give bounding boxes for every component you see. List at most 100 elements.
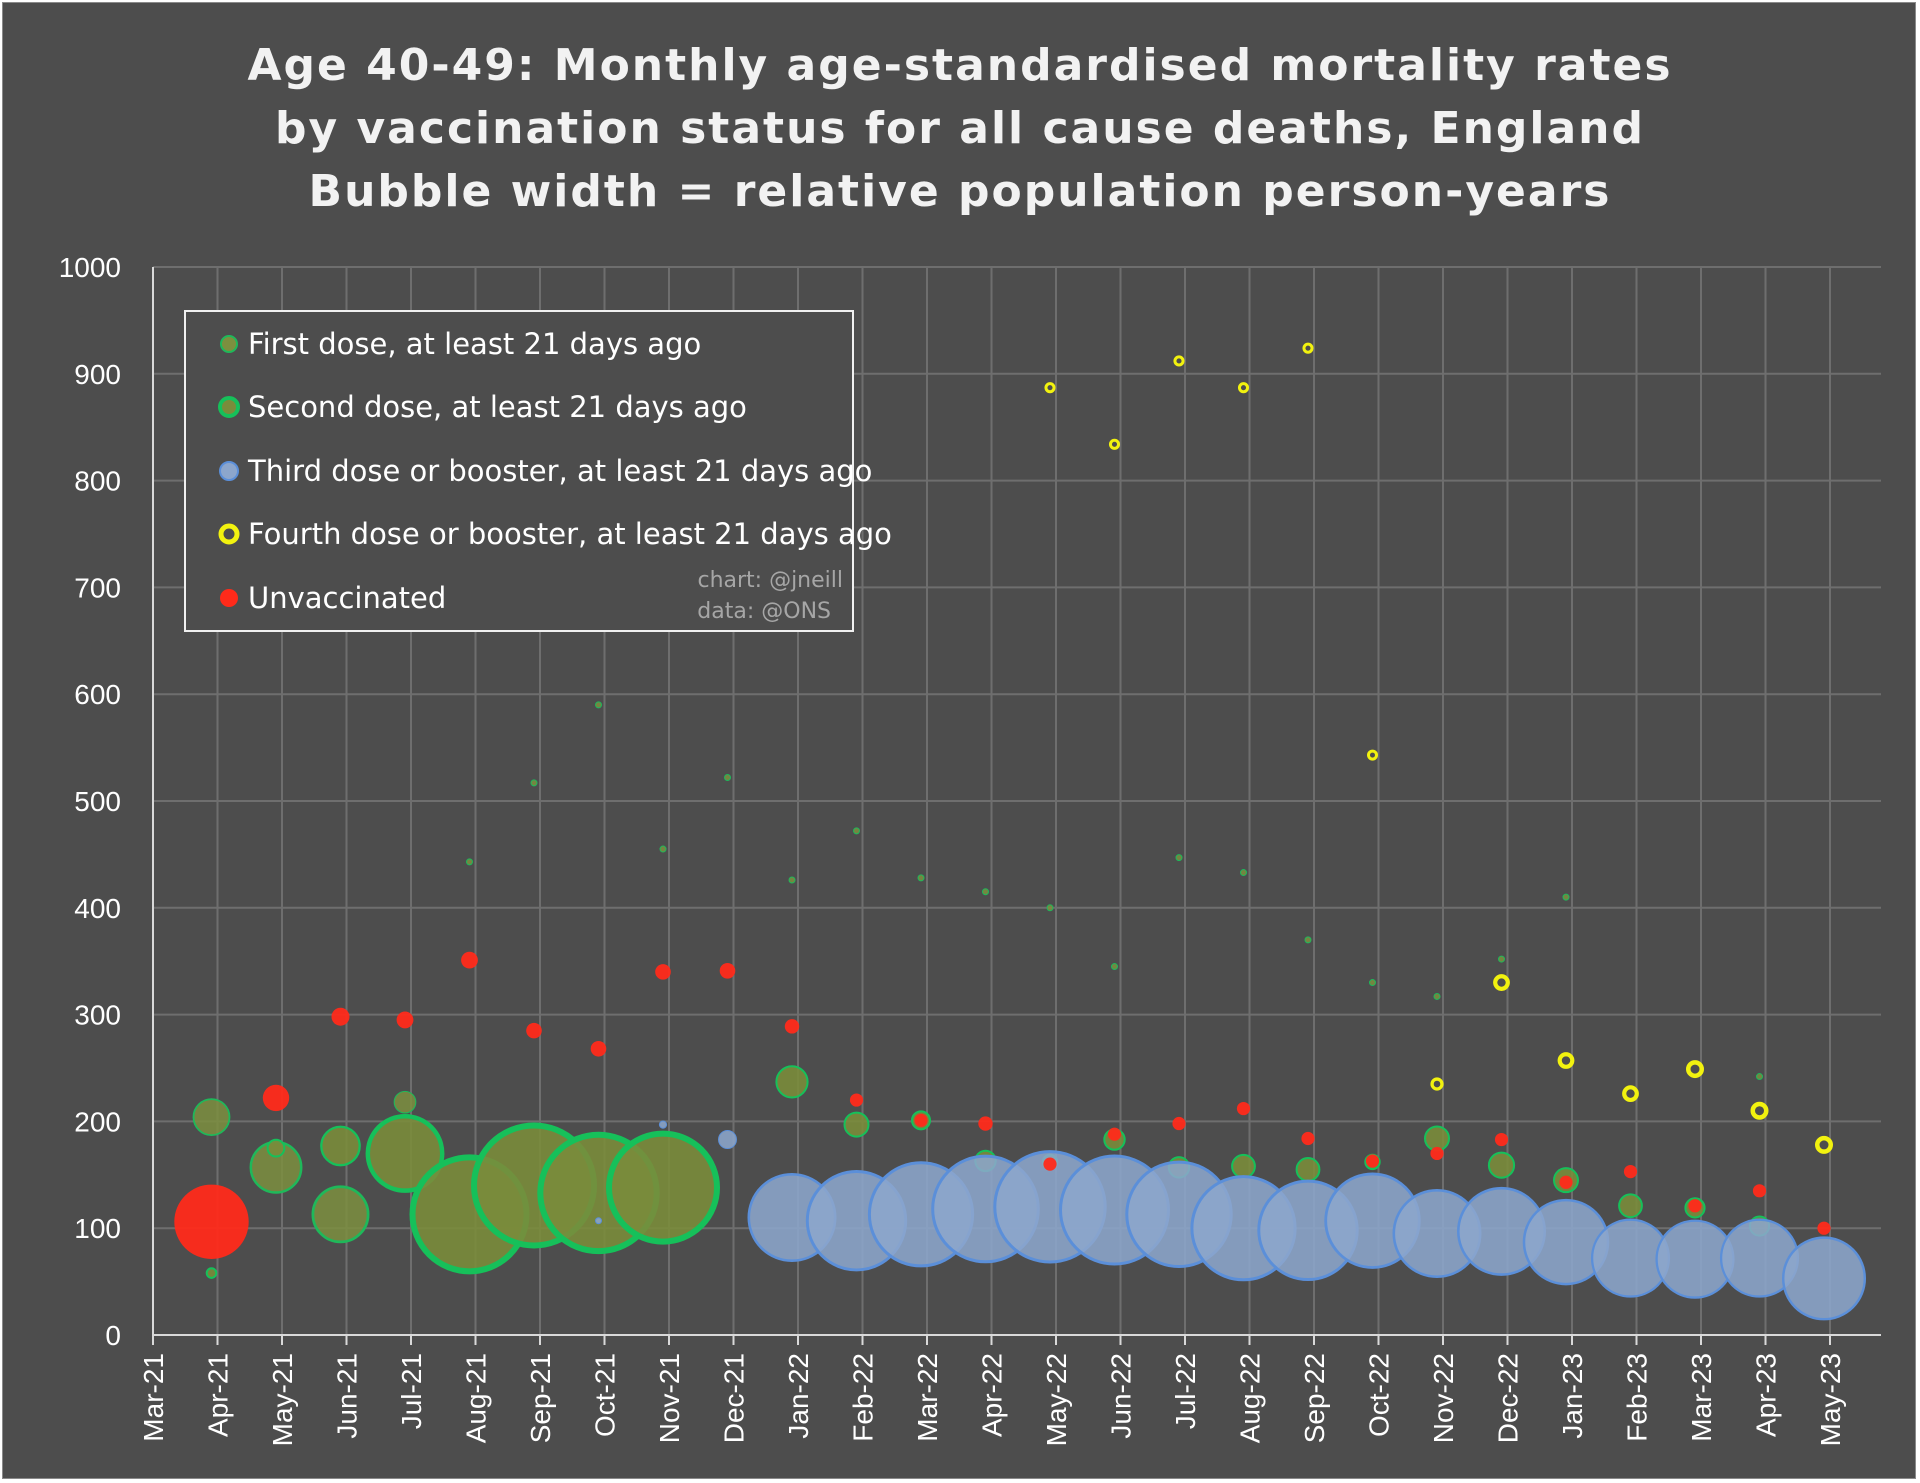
x-tick-label: Jan-23: [1557, 1353, 1588, 1439]
y-tick-label: 300: [74, 1000, 121, 1031]
legend-label-third: Third dose or booster, at least 21 days …: [247, 454, 872, 488]
y-tick-label: 1000: [59, 252, 121, 283]
x-tick-label: Mar-22: [912, 1353, 943, 1442]
x-tick-label: Nov-21: [654, 1353, 685, 1443]
x-tick-label: Sep-22: [1299, 1353, 1330, 1443]
y-tick-label: 500: [74, 786, 121, 817]
x-tick-label: Aug-22: [1235, 1353, 1266, 1443]
bubble-unvax: [461, 951, 478, 969]
legend-item-first: First dose, at least 21 days ago: [220, 327, 701, 361]
bubble-second: [775, 1065, 809, 1099]
bubble-third: [658, 1120, 668, 1129]
bubble-unvax: [174, 1184, 249, 1259]
x-tick-label: Apr-23: [1751, 1353, 1782, 1437]
x-tick-label: Apr-22: [977, 1353, 1008, 1437]
x-tick-label: Nov-22: [1428, 1353, 1459, 1443]
x-tick-label: Jan-22: [783, 1353, 814, 1439]
bubble-second: [1231, 1153, 1256, 1179]
legend-item-third: Third dose or booster, at least 21 days …: [219, 454, 872, 488]
legend-item-fourth: Fourth dose or booster, at least 21 days…: [218, 517, 892, 551]
bubble-fourth: [1367, 749, 1378, 761]
bubble-unvax: [978, 1116, 993, 1131]
y-tick-label: 100: [74, 1213, 121, 1244]
legend-label-first: First dose, at least 21 days ago: [248, 327, 701, 361]
bubble-unvax: [526, 1022, 542, 1039]
y-tick-label: 900: [74, 359, 121, 390]
legend-marker-fourth: [218, 523, 240, 545]
credit-chart: chart: @jneill: [697, 568, 843, 593]
bubble-first: [917, 874, 925, 882]
x-tick-label: Oct-21: [590, 1353, 621, 1437]
bubble-second: [606, 1130, 720, 1245]
bubble-first: [1304, 936, 1312, 944]
bubble-unvax: [1301, 1131, 1315, 1146]
x-tick-label: Jun-22: [1106, 1353, 1137, 1439]
x-tick-label: May-23: [1815, 1353, 1846, 1446]
bubble-third: [595, 1217, 602, 1225]
x-tick-label: Apr-21: [203, 1353, 234, 1437]
bubble-fourth: [1173, 355, 1185, 367]
bubble-first: [1240, 869, 1247, 877]
x-tick-label: Jun-21: [332, 1353, 363, 1439]
bubble-unvax: [1559, 1175, 1573, 1189]
bubble-unvax: [655, 964, 671, 980]
title-line-1: Age 40-49: Monthly age-standardised mort…: [247, 40, 1672, 91]
legend-box: [184, 310, 854, 632]
legend-label-unvaccinated: Unvaccinated: [248, 581, 446, 615]
x-tick-label: Mar-21: [138, 1353, 169, 1442]
bubble-first: [1498, 955, 1505, 963]
bubble-fourth: [1430, 1077, 1444, 1091]
bubble-unvax: [1172, 1116, 1186, 1131]
bubble-first: [1756, 1073, 1763, 1081]
y-tick-label: 800: [74, 466, 121, 497]
x-tick-label: Feb-22: [848, 1353, 879, 1442]
bubble-second: [266, 1138, 286, 1158]
bubble-unvax: [719, 963, 736, 979]
legend: First dose, at least 21 days ago Second …: [184, 310, 892, 632]
x-tick-label: Aug-21: [461, 1353, 492, 1443]
bubble-unvax: [262, 1084, 290, 1112]
bubble-fourth: [1302, 342, 1314, 354]
bubble-unvax: [1043, 1157, 1057, 1171]
bubble-first: [311, 1185, 370, 1244]
bubble-chart: Age 40-49: Monthly age-standardised mort…: [59, 40, 1881, 1446]
y-tick-label: 0: [105, 1320, 121, 1351]
x-tick-label: Oct-22: [1364, 1353, 1395, 1437]
bubble-first: [1175, 854, 1183, 862]
legend-marker-unvaccinated: [220, 589, 238, 607]
bubble-fourth: [1044, 382, 1056, 394]
bubble-first: [1369, 979, 1376, 987]
legend-marker-second: [218, 396, 240, 418]
bubble-first: [466, 858, 473, 866]
bubble-first: [1111, 963, 1118, 971]
y-tick-label: 700: [74, 572, 121, 603]
bubble-unvax: [1623, 1164, 1638, 1179]
legend-label-second: Second dose, at least 21 days ago: [248, 390, 747, 424]
bubble-fourth: [1622, 1085, 1639, 1103]
bubble-second: [205, 1267, 218, 1279]
bubble-unvax: [1430, 1146, 1444, 1161]
bubble-fourth: [1237, 382, 1250, 394]
x-tick-label: Mar-23: [1686, 1353, 1717, 1442]
credit-data: data: @ONS: [697, 599, 831, 624]
bubble-first: [595, 701, 602, 709]
bubble-third: [718, 1130, 737, 1150]
title-line-3: Bubble width = relative population perso…: [309, 166, 1612, 217]
bubble-unvax: [1365, 1154, 1380, 1168]
bubble-first: [1433, 992, 1441, 1000]
bubble-fourth: [1108, 438, 1121, 450]
bubble-fourth: [1557, 1052, 1575, 1069]
bubble-second: [1487, 1151, 1516, 1179]
bubble-first: [788, 876, 796, 884]
axes: 0 100 200 300 400 500 600 700 800 900 1000 Mar-21 Ap…: [59, 252, 1881, 1446]
x-tick-label: May-21: [267, 1353, 298, 1446]
bubble-first: [192, 1098, 231, 1137]
legend-item-unvaccinated: Unvaccinated: [220, 581, 446, 615]
bubble-third: [1781, 1236, 1867, 1321]
x-tick-label: Dec-22: [1493, 1353, 1524, 1443]
title-line-2: by vaccination status for all cause deat…: [275, 103, 1645, 154]
y-tick-label: 600: [74, 679, 121, 710]
x-tick-label: Jul-22: [1170, 1353, 1201, 1429]
bubble-first: [393, 1090, 417, 1114]
bubble-second: [1295, 1157, 1321, 1182]
